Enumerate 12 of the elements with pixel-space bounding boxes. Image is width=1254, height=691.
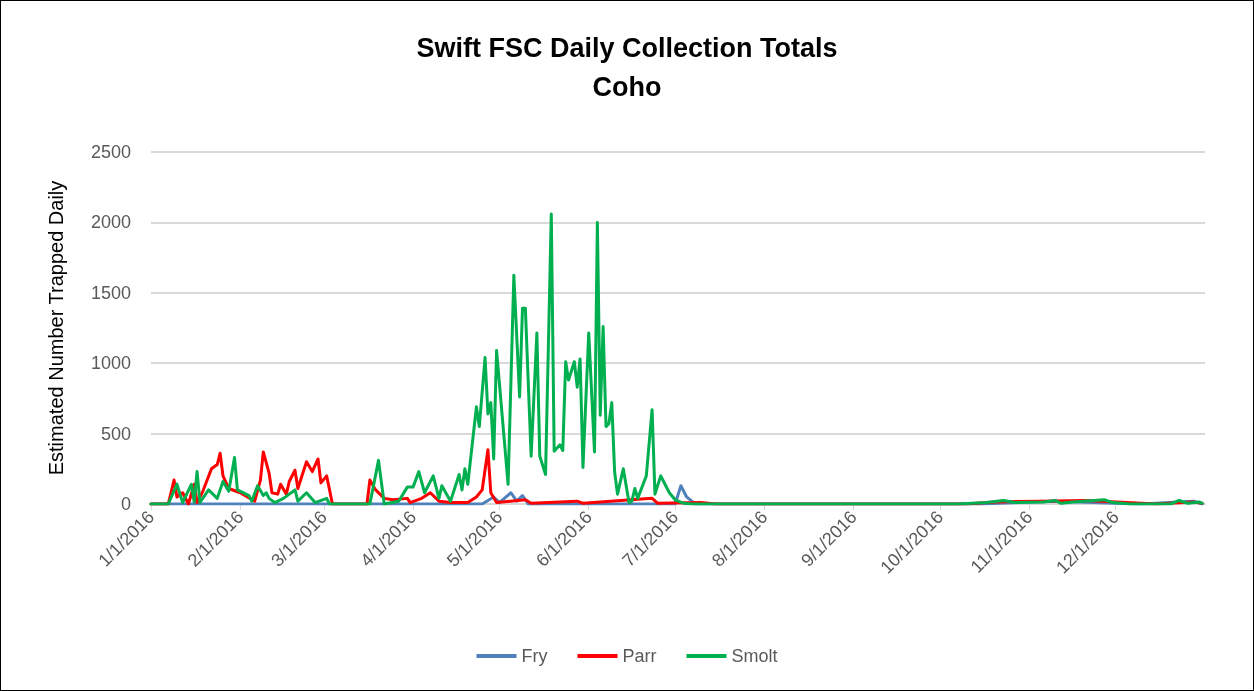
legend-label: Parr	[622, 646, 657, 666]
y-tick-label: 2500	[90, 142, 131, 162]
legend-label: Fry	[521, 646, 548, 666]
y-tick-label: 1000	[90, 353, 131, 374]
chart-title: Swift FSC Daily Collection Totals	[416, 32, 838, 63]
y-tick-label: 1500	[90, 282, 131, 303]
chart-subtitle: Coho	[592, 71, 662, 102]
y-tick-label: 2000	[90, 212, 131, 233]
y-axis-title: Estimated Number Trapped Daily	[45, 180, 67, 476]
y-tick-label: 500	[100, 423, 131, 444]
y-tick-label: 0	[120, 494, 131, 514]
legend-label: Smolt	[731, 646, 778, 666]
